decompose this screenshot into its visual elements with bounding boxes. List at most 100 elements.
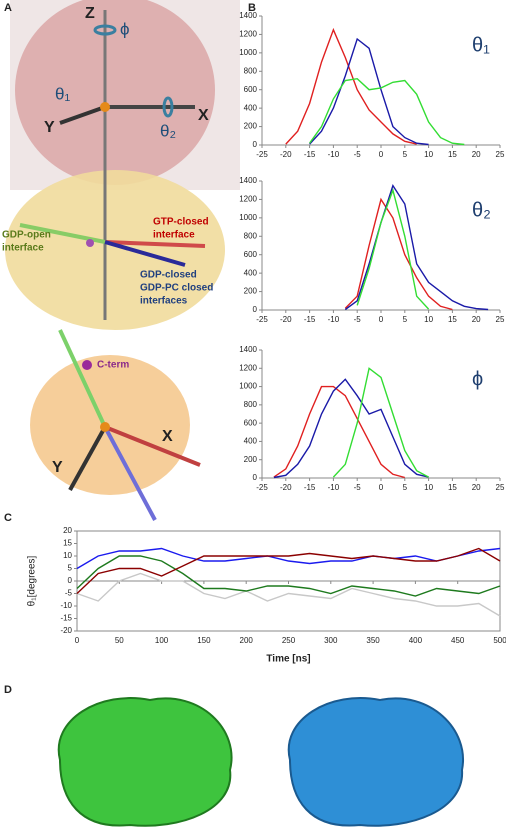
panel-label: C	[4, 512, 12, 524]
annotation: GDP-closed	[140, 270, 197, 281]
axis-label: Y	[52, 459, 63, 476]
structure-illustration	[5, 0, 240, 521]
series-line	[344, 183, 489, 311]
y-tick-label: 800	[244, 231, 258, 240]
x-tick-label: 15	[448, 315, 457, 324]
gdp-closed-vector	[104, 240, 186, 267]
x-tick-label: 25	[496, 315, 505, 324]
x-tick-label: 50	[115, 636, 124, 645]
annotation: interface	[2, 243, 44, 254]
y-tick-label: 1400	[239, 176, 257, 185]
x-tick-label: -25	[256, 483, 268, 492]
panel-label: A	[4, 2, 12, 14]
protein-orange	[30, 355, 190, 495]
annotation: C-term	[97, 360, 129, 371]
x-tick-label: -15	[304, 315, 316, 324]
y-tick-label: 800	[244, 66, 258, 75]
x-tick-label: -15	[304, 483, 316, 492]
chart-title: θ₁	[472, 34, 490, 56]
chart-title: θ₂	[472, 199, 491, 221]
x-tick-label: 10	[424, 483, 433, 492]
y-tick-label: 400	[244, 268, 258, 277]
x-tick-label: 20	[472, 483, 481, 492]
annotation: interfaces	[140, 296, 188, 307]
x-tick-label: 5	[403, 150, 408, 159]
x-tick-label: -5	[354, 150, 362, 159]
green-ensemble	[57, 697, 233, 827]
axis-label: X	[198, 107, 209, 124]
x-tick-label: 200	[240, 636, 254, 645]
x-tick-label: -10	[328, 483, 340, 492]
x-tick-label: 5	[403, 315, 408, 324]
y-tick-label: 1200	[239, 30, 257, 39]
y-tick-label: 200	[244, 287, 258, 296]
x-tick-label: -5	[354, 315, 362, 324]
x-tick-label: -10	[328, 150, 340, 159]
ensemble-illustration	[57, 697, 465, 827]
annotation: interface	[153, 230, 195, 241]
y-tick-label: 1000	[239, 382, 257, 391]
x-tick-label: 350	[366, 636, 380, 645]
series-line	[356, 187, 430, 310]
x-tick-label: 10	[424, 315, 433, 324]
x-tick-label: -10	[328, 315, 340, 324]
x-tick-label: 25	[496, 483, 505, 492]
theta2-arrow	[162, 96, 174, 118]
y-tick-label: 1400	[239, 11, 257, 20]
y-tick-label: -5	[65, 589, 73, 598]
y-tick-label: 400	[244, 103, 258, 112]
lower-center	[100, 422, 110, 432]
panel-label: B	[248, 2, 256, 14]
y-tick-label: 1000	[239, 48, 257, 57]
series-line	[273, 385, 405, 479]
y-tick-label: 200	[244, 455, 258, 464]
y-tick-label: 0	[253, 305, 258, 314]
x-tick-label: 25	[496, 150, 505, 159]
x-tick-label: 10	[424, 150, 433, 159]
angle-label: ϕ	[120, 19, 130, 38]
c-term-atom	[86, 239, 94, 247]
y-tick-label: 5	[68, 564, 73, 573]
y-tick-label: 1200	[239, 363, 257, 372]
series-line	[332, 367, 429, 478]
x-tick-label: -20	[280, 315, 292, 324]
x-tick-label: -20	[280, 483, 292, 492]
center	[100, 102, 110, 112]
x-tick-label: 0	[379, 483, 384, 492]
y-tick-label: -10	[60, 601, 72, 610]
series-line	[76, 572, 501, 617]
series-line	[309, 77, 465, 146]
x-tick-label: -5	[354, 483, 362, 492]
y-tick-label: 600	[244, 418, 258, 427]
protein-yellow	[5, 170, 225, 330]
x-tick-label: -20	[280, 150, 292, 159]
x-tick-label: 0	[379, 150, 384, 159]
y-tick-label: 1000	[239, 213, 257, 222]
angle-label: θ₁	[55, 84, 70, 103]
y-tick-label: 0	[253, 473, 258, 482]
lower-vector-blue	[103, 426, 157, 521]
series-line	[76, 547, 501, 570]
protein-red	[15, 0, 215, 185]
axis-label: Y	[44, 119, 55, 136]
lower-y-axis	[68, 426, 107, 491]
x-tick-label: 500	[493, 636, 506, 645]
axis-label: X	[162, 428, 173, 445]
x-tick-label: 0	[75, 636, 80, 645]
y-tick-label: 20	[63, 526, 72, 535]
y-tick-label: 0	[253, 140, 258, 149]
y-tick-label: 600	[244, 250, 258, 259]
y-tick-label: 1400	[239, 345, 257, 354]
annotation: GDP-PC closed	[140, 283, 213, 294]
x-tick-label: 20	[472, 150, 481, 159]
y-tick-label: -20	[60, 626, 72, 635]
blue-ensemble	[287, 697, 465, 827]
x-tick-label: -25	[256, 150, 268, 159]
y-tick-label: 200	[244, 122, 258, 131]
series-line	[285, 27, 417, 145]
x-tick-label: 100	[155, 636, 169, 645]
y-axis	[59, 105, 106, 125]
x-tick-label: 400	[409, 636, 423, 645]
series-line	[76, 555, 501, 597]
